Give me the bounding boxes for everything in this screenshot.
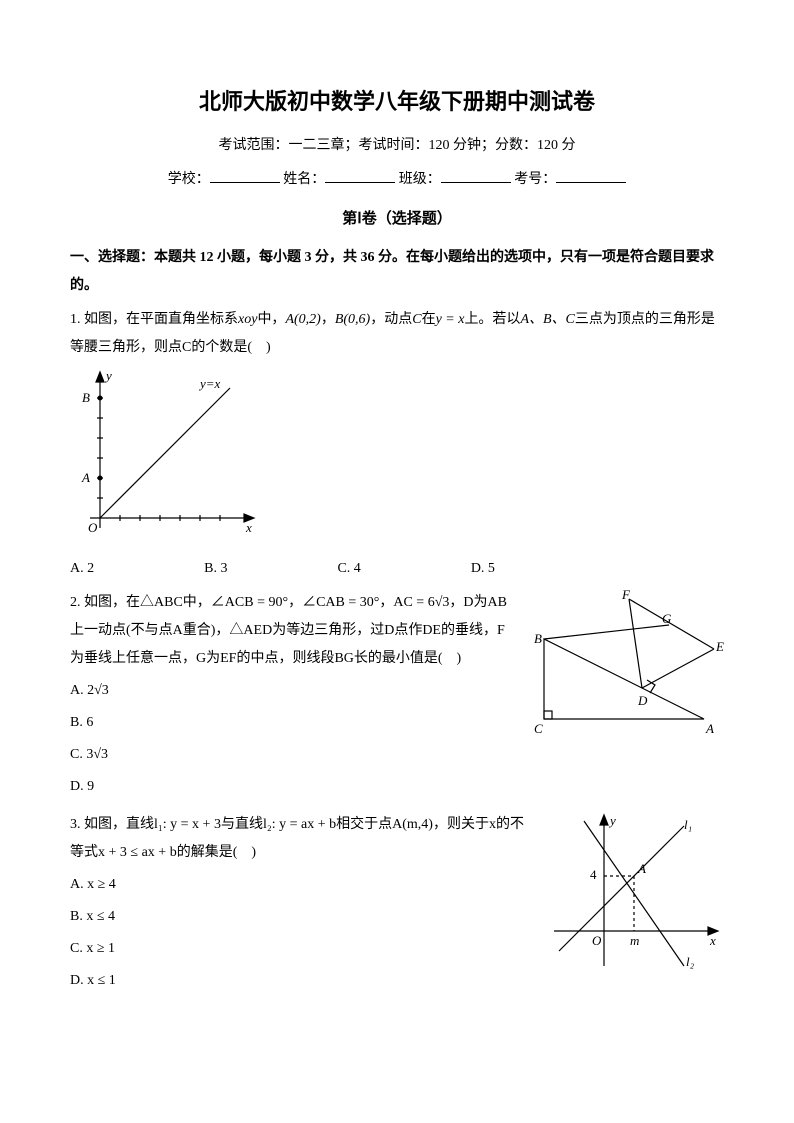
subtitle: 考试范围：一二三章；考试时间：120 分钟；分数：120 分	[70, 132, 724, 160]
q1-text-pre: 1. 如图，在平面直角坐标系	[70, 312, 238, 327]
q1-mid5: 上。若以	[464, 312, 520, 327]
q2-C: C	[534, 721, 543, 736]
q1-opt-d: D. 5	[471, 555, 495, 583]
class-label: 班级：	[399, 172, 441, 187]
question-2: B C A D E F G 2. 如图，在△ABC中，∠ACB = 90°，∠C…	[70, 589, 724, 805]
q3-m: m	[630, 933, 639, 948]
question-3: y x O m 4 A l₁ l₂ 3. 如图，直线l₁: y = x + 3与…	[70, 811, 724, 999]
q2-B: B	[534, 631, 542, 646]
examno-label: 考号：	[514, 172, 556, 187]
q1-yeqx: y=x	[198, 376, 221, 391]
q1-opt-a: A. 2	[70, 555, 94, 583]
name-blank	[325, 168, 395, 183]
q1-figure: y x O A B y=x	[70, 368, 724, 549]
school-blank	[210, 168, 280, 183]
q1-mid2: ，	[321, 312, 335, 327]
q2-F: F	[621, 589, 631, 602]
q1-xlabel: x	[245, 520, 252, 535]
name-label: 姓名：	[283, 172, 325, 187]
q3-A: A	[637, 861, 646, 876]
class-blank	[441, 168, 511, 183]
examno-blank	[556, 168, 626, 183]
q2-G: G	[662, 611, 672, 626]
q3-l1: l₁	[684, 817, 692, 832]
q1-options: A. 2 B. 3 C. 4 D. 5	[70, 555, 724, 583]
q1-C: C	[412, 312, 421, 327]
q3-4: 4	[590, 867, 597, 882]
q2-E: E	[715, 639, 724, 654]
info-blanks: 学校： 姓名： 班级： 考号：	[70, 166, 724, 194]
q1-A: A(0,2)	[285, 312, 320, 327]
q3-y: y	[608, 813, 616, 828]
q1-ABC: A、B、C	[520, 312, 574, 327]
question-1: 1. 如图，在平面直角坐标系xoy中，A(0,2)，B(0,6)，动点C在y =…	[70, 306, 724, 362]
page-title: 北师大版初中数学八年级下册期中测试卷	[70, 80, 724, 124]
q1-mid3: ，动点	[370, 312, 412, 327]
q1-O: O	[88, 520, 98, 535]
q2-D: D	[637, 693, 648, 708]
q1-Apt: A	[81, 470, 90, 485]
q1-B: B(0,6)	[335, 312, 370, 327]
q1-opt-c: C. 4	[337, 555, 360, 583]
q2-A: A	[705, 721, 714, 736]
q1-xoy: xoy	[238, 312, 257, 327]
section-header: 第Ⅰ卷（选择题）	[70, 204, 724, 234]
q1-ylabel: y	[104, 368, 112, 383]
q1-mid1: 中，	[257, 312, 285, 327]
q3-figure: y x O m 4 A l₁ l₂	[544, 811, 724, 982]
q3-l2: l₂	[686, 954, 695, 969]
q3-x: x	[709, 933, 716, 948]
q1-line: y = x	[436, 312, 465, 327]
q2-opt-d: D. 9	[70, 773, 724, 801]
q1-mid4: 在	[422, 312, 436, 327]
q1-Bpt: B	[82, 390, 90, 405]
q2-figure: B C A D E F G	[524, 589, 724, 750]
q3-O: O	[592, 933, 602, 948]
q1-opt-b: B. 3	[204, 555, 227, 583]
instructions: 一、选择题：本题共 12 小题，每小题 3 分，共 36 分。在每小题给出的选项…	[70, 244, 724, 300]
school-label: 学校：	[168, 172, 210, 187]
